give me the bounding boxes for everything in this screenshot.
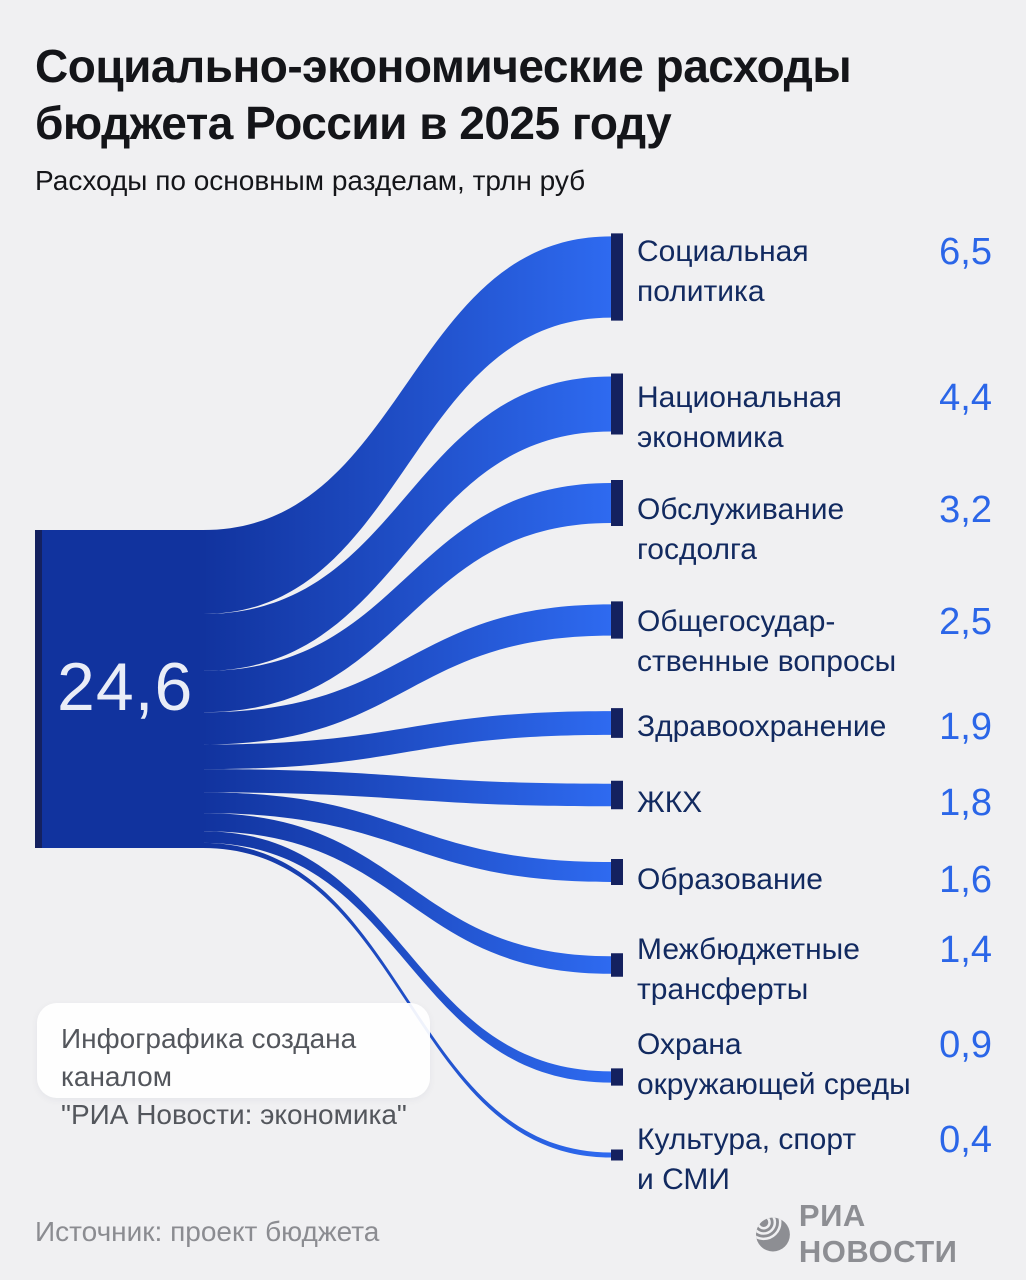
flow-endcap-2 [611, 480, 623, 526]
category-label: ЖКХ [637, 783, 997, 823]
category-row: ЖКХ 1,8 [637, 783, 997, 823]
flow-ribbon-6 [203, 792, 611, 882]
category-row: Социальная политика 6,5 [637, 232, 997, 312]
flow-endcap-6 [611, 859, 623, 885]
flow-ribbon-0 [203, 236, 611, 615]
category-value: 1,4 [939, 929, 992, 971]
category-label-line: Социальная [637, 235, 809, 268]
footer-source: Источник: проект бюджета [35, 1216, 380, 1247]
category-row: Образование 1,6 [637, 860, 997, 900]
flow-ribbon-5 [203, 769, 611, 807]
note-line1: Инфографика создана каналом [61, 1023, 357, 1092]
category-label-line: Обслуживание [637, 493, 845, 526]
category-row: Национальная экономика 4,4 [637, 378, 997, 458]
category-label: Охрана окружающей среды [637, 1025, 997, 1105]
category-label-line: Охрана [637, 1028, 742, 1061]
category-row: Охрана окружающей среды 0,9 [637, 1025, 997, 1105]
category-label-line: Общегосудар- [637, 605, 836, 638]
category-label: Общегосудар-ственные вопросы [637, 602, 997, 682]
category-value: 1,9 [939, 706, 992, 748]
category-label-line: трансферты [637, 973, 809, 1006]
category-label: Социальная политика [637, 232, 997, 312]
category-row: Межбюджетные трансферты 1,4 [637, 930, 997, 1010]
flow-ribbon-4 [203, 711, 611, 770]
category-label-line: и СМИ [637, 1163, 730, 1196]
flow-ribbon-3 [203, 604, 611, 745]
category-value: 0,9 [939, 1024, 992, 1066]
note-card: Инфографика создана каналом "РИА Новости… [37, 1003, 430, 1130]
flow-endcap-8 [611, 1068, 623, 1086]
flow-endcap-4 [611, 708, 623, 738]
category-value: 1,6 [939, 859, 992, 901]
category-row: Общегосудар-ственные вопросы 2,5 [637, 602, 997, 682]
flow-ribbon-1 [203, 376, 611, 671]
category-value: 2,5 [939, 601, 992, 643]
category-label-line: экономика [637, 421, 784, 454]
flow-endcap-7 [611, 953, 623, 977]
category-label-line: окружающей среды [637, 1068, 911, 1101]
page-subtitle: Расходы по основным разделам, трлн руб [35, 165, 586, 196]
category-label-line: ственные вопросы [637, 645, 897, 678]
flow-endcap-5 [611, 780, 623, 810]
flow-endcap-9 [611, 1149, 623, 1161]
category-label-line: Здравоохранение [637, 710, 887, 743]
page-title: Социально-экономические расходы бюджета … [35, 38, 995, 152]
category-value: 4,4 [939, 377, 992, 419]
source-node-value: 24,6 [57, 649, 194, 725]
brand-name: РИА НОВОСТИ [798, 1198, 958, 1269]
ria-novosti-icon [756, 1217, 790, 1251]
category-label: Межбюджетные трансферты [637, 930, 997, 1010]
category-label: Культура, спорт и СМИ [637, 1120, 997, 1200]
category-label: Образование [637, 860, 997, 900]
note-line2: "РИА Новости: экономика" [61, 1099, 407, 1130]
category-row: Обслуживание госдолга 3,2 [637, 490, 997, 570]
flow-ribbon-7 [203, 813, 611, 974]
category-label: Национальная экономика [637, 378, 997, 458]
category-label-line: Межбюджетные [637, 933, 860, 966]
category-row: Культура, спорт и СМИ 0,4 [637, 1120, 997, 1200]
category-value: 0,4 [939, 1119, 992, 1161]
category-value: 3,2 [939, 489, 992, 531]
flow-endcap-3 [611, 601, 623, 639]
category-label: Обслуживание госдолга [637, 490, 997, 570]
flow-ribbon-2 [203, 483, 611, 713]
category-label-line: Национальная [637, 381, 842, 414]
category-value: 6,5 [939, 231, 992, 273]
category-label-line: Образование [637, 863, 823, 896]
category-row: Здравоохранение 1,9 [637, 707, 997, 747]
category-label-line: госдолга [637, 533, 757, 566]
category-value: 1,8 [939, 782, 992, 824]
category-label-line: Культура, спорт [637, 1123, 857, 1156]
category-label-line: ЖКХ [637, 786, 703, 819]
page-title-line2: бюджета России в 2025 году [35, 97, 672, 149]
note-text: Инфографика создана каналом "РИА Новости… [61, 1020, 430, 1134]
flow-endcap-0 [611, 233, 623, 321]
source-node-block [35, 530, 204, 848]
flow-endcap-1 [611, 373, 623, 435]
flow-ribbon-8 [203, 831, 611, 1083]
flow-ribbon-9 [203, 842, 611, 1158]
category-label-line: политика [637, 275, 765, 308]
category-label: Здравоохранение [637, 707, 997, 747]
brand-logo: РИА НОВОСТИ [756, 1198, 1026, 1269]
page-title-line1: Социально-экономические расходы [35, 40, 852, 92]
source-node-cap [35, 530, 42, 848]
